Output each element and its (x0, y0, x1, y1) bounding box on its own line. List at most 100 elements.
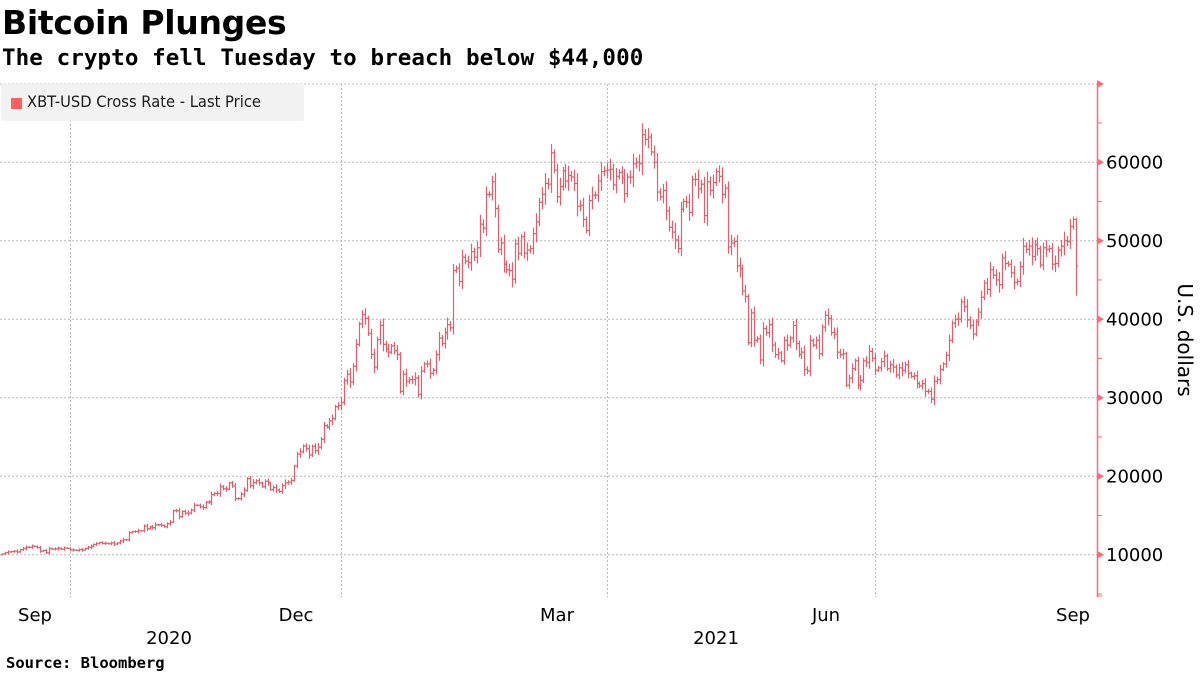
ohlc-bar (121, 537, 126, 544)
ohlc-bar (717, 165, 722, 183)
ohlc-bar (608, 158, 613, 181)
ohlc-bar (35, 545, 40, 549)
ohlc-bar (215, 491, 220, 496)
ohlc-bar (142, 524, 147, 533)
legend-label: XBT-USD Cross Rate - Last Price (27, 92, 261, 111)
ohlc-bar (150, 525, 155, 530)
ohlc-bar (398, 352, 403, 394)
ohlc-bar (127, 530, 132, 542)
ohlc-bar (1003, 251, 1008, 271)
ohlc-bar (690, 175, 695, 217)
chart-subtitle: The crypto fell Tuesday to breach below … (2, 45, 644, 71)
ohlc-bar (74, 549, 79, 552)
ohlc-bar (593, 191, 598, 199)
ohlc-bar (1071, 216, 1076, 230)
ohlc-bar (496, 204, 501, 253)
ohlc-bar (454, 265, 459, 274)
ohlc-bar (820, 324, 825, 357)
ohlc-bar (817, 334, 822, 360)
ohlc-bar (1024, 242, 1029, 254)
ohlc-bar (319, 437, 324, 450)
ohlc-bar (646, 128, 651, 149)
ohlc-bar (463, 253, 468, 265)
ohlc-bar (286, 480, 291, 485)
ohlc-bar (976, 307, 981, 326)
ohlc-bar (676, 235, 681, 254)
ohlc-bar (785, 334, 790, 351)
ohlc-bar (882, 350, 887, 368)
ohlc-bar (145, 523, 150, 532)
ohlc-bar (782, 336, 787, 365)
ohlc-bar (156, 523, 161, 527)
ohlc-bar (870, 348, 875, 362)
y-major-tick (1097, 472, 1104, 481)
ohlc-bar (643, 128, 648, 146)
ohlc-bar (100, 541, 105, 545)
y-tick-label: 50000 (1106, 231, 1163, 252)
ohlc-bar (516, 236, 521, 261)
ohlc-bar (758, 334, 763, 365)
ohlc-bar (86, 545, 91, 550)
ohlc-bar (829, 315, 834, 336)
ohlc-bar (773, 341, 778, 358)
ohlc-bar (3, 551, 8, 555)
ohlc-bar (605, 162, 610, 179)
ohlc-bar (392, 342, 397, 355)
ohlc-bar (327, 418, 332, 430)
ohlc-bar (634, 157, 639, 169)
legend-swatch-icon (11, 98, 22, 109)
ohlc-bar (770, 317, 775, 353)
gridlines (0, 83, 1097, 597)
ohlc-bar (266, 478, 271, 486)
y-major-tick (1097, 393, 1104, 402)
ohlc-bar (6, 550, 11, 555)
ohlc-bar (218, 483, 223, 497)
ohlc-bar (838, 348, 843, 358)
x-month-label: Sep (18, 605, 52, 626)
y-tick-label: 60000 (1106, 153, 1163, 174)
ohlc-bar (263, 479, 268, 489)
ohlc-bar (416, 375, 421, 398)
ohlc-bar (935, 376, 940, 385)
ohlc-bar (693, 172, 698, 187)
ohlc-bar (389, 343, 394, 355)
ohlc-bar (277, 488, 282, 493)
ohlc-bar (944, 351, 949, 368)
ohlc-bar (971, 319, 976, 340)
ohlc-bar (1038, 245, 1043, 268)
ohlc-bar (1000, 253, 1005, 290)
ohlc-bar (985, 277, 990, 295)
ohlc-bar (962, 296, 967, 313)
ohlc-bar (381, 318, 386, 352)
ohlc-bar (909, 371, 914, 379)
ohlc-bar (587, 194, 592, 237)
ohlc-bar (289, 477, 294, 485)
ohlc-bar (1018, 261, 1023, 288)
y-axis-top-arrow (1097, 80, 1104, 88)
ohlc-bar (159, 522, 164, 528)
ohlc-bar (519, 234, 524, 257)
ohlc-bar (118, 539, 123, 545)
ohlc-bar (18, 548, 23, 553)
ohlc-bar (9, 550, 14, 553)
ohlc-bar (735, 235, 740, 273)
ohlc-bar (1030, 237, 1035, 266)
ohlc-bar (369, 328, 374, 360)
ohlc-bar (649, 133, 654, 156)
ohlc-bar (912, 372, 917, 380)
ohlc-bar (687, 193, 692, 221)
ohlc-bar (504, 260, 509, 274)
ohlc-bar (569, 170, 574, 182)
ohlc-bar (428, 358, 433, 379)
ohlc-bar (950, 320, 955, 344)
ohlc-bar (410, 375, 415, 384)
ohlc-bar (814, 336, 819, 350)
ohlc-bar (448, 321, 453, 332)
ohlc-bar (705, 171, 710, 226)
y-axis-title: U.S. dollars (1173, 283, 1197, 396)
ohlc-bar (24, 545, 29, 551)
ohlc-bar (525, 242, 530, 261)
ohlc-bar (994, 269, 999, 286)
ohlc-bar (664, 181, 669, 221)
ohlc-bar (195, 504, 200, 507)
